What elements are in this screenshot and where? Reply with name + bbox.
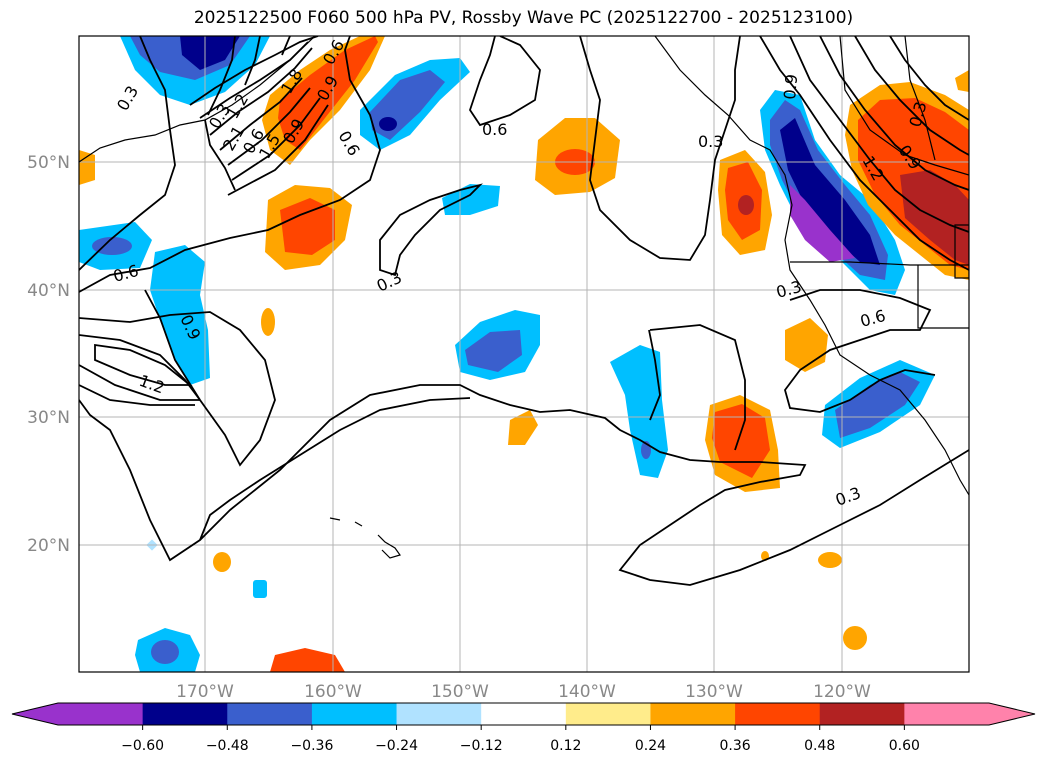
lat-label: 20°N xyxy=(27,536,70,556)
lon-label: 120°W xyxy=(813,682,871,702)
pv-contours xyxy=(79,36,969,586)
colorbar-tick-label: 0.48 xyxy=(804,738,835,754)
colorbar-tick-label: 0.60 xyxy=(889,738,920,754)
contour-label: 0.6 xyxy=(858,306,888,331)
colorbar-tick-label: 0.36 xyxy=(720,738,751,754)
contour-label: 0.6 xyxy=(482,120,507,139)
colorbar-bin xyxy=(227,703,313,725)
lat-label: 50°N xyxy=(27,153,70,173)
colorbar-bin xyxy=(904,703,990,725)
colorbar-bin xyxy=(311,703,398,725)
contour-label: 0.6 xyxy=(335,128,364,160)
map-title: 2025122500 F060 500 hPa PV, Rossby Wave … xyxy=(193,8,854,28)
colorbar-bin xyxy=(142,703,228,725)
colorbar-tick-label: −0.60 xyxy=(121,738,164,754)
colorbar-bin xyxy=(819,703,905,725)
longitude-labels: 170°W 160°W 150°W 140°W 130°W 120°W xyxy=(176,682,871,702)
colorbar-tick-label: −0.36 xyxy=(290,738,333,754)
contour-label: 0.3 xyxy=(833,483,863,510)
colorbar-bin xyxy=(565,703,651,725)
lon-label: 150°W xyxy=(431,682,489,702)
positive-anomaly-features xyxy=(79,36,969,672)
contour-label: 0.3 xyxy=(374,268,405,296)
coastlines xyxy=(79,36,969,559)
colorbar-bin xyxy=(650,703,736,725)
lon-label: 160°W xyxy=(304,682,362,702)
colorbar-tick-label: −0.12 xyxy=(460,738,503,754)
graticule xyxy=(79,36,969,672)
colorbar-over-arrow xyxy=(989,703,1035,725)
contour-label: 0.3 xyxy=(774,277,804,302)
colorbar-tick-label: 0.24 xyxy=(635,738,666,754)
lon-label: 140°W xyxy=(558,682,616,702)
map-frame xyxy=(78,35,970,673)
lon-label: 130°W xyxy=(685,682,743,702)
colorbar-tick-label: −0.24 xyxy=(375,738,418,754)
contour-label: 0.3 xyxy=(698,132,723,151)
colorbar-bin xyxy=(735,703,821,725)
contour-label: 0.3 xyxy=(113,82,142,114)
colorbar-tick-label: −0.48 xyxy=(206,738,249,754)
colorbar-bin xyxy=(396,703,482,725)
colorbar-tick-label: 0.12 xyxy=(550,738,581,754)
latitude-labels: 50°N 40°N 30°N 20°N xyxy=(27,153,70,556)
colorbar-bin xyxy=(58,703,144,725)
lon-label: 170°W xyxy=(176,682,234,702)
colorbar-bin xyxy=(481,703,567,725)
colorbar: −0.60 −0.48 −0.36 −0.24 −0.12 0.12 0.24 0.36 0.4… xyxy=(11,702,1036,754)
colorbar-under-arrow xyxy=(12,703,58,725)
lat-label: 30°N xyxy=(27,408,70,428)
negative-anomaly-features xyxy=(79,36,935,672)
contour-label: 0.9 xyxy=(780,73,801,100)
pv-shading xyxy=(79,36,969,672)
lat-label: 40°N xyxy=(27,281,70,301)
